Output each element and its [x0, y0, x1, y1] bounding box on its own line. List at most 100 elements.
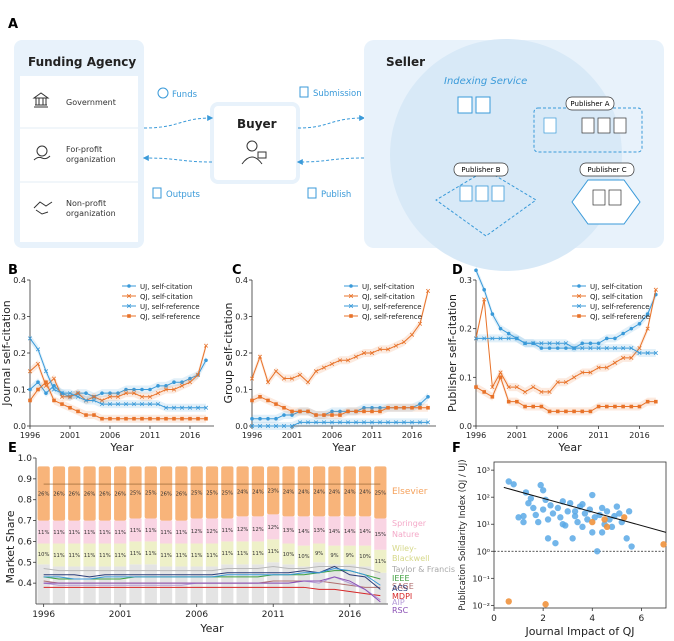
publisher-b-pill	[453, 162, 509, 177]
data-point	[539, 404, 544, 409]
data-point	[321, 365, 327, 370]
bar-elsevier	[374, 466, 387, 519]
data-point	[498, 336, 503, 341]
springer-pct: 12%	[237, 527, 249, 533]
publisher-a-pill	[565, 96, 615, 111]
data-point	[195, 372, 201, 377]
wiley-pct: 10%	[359, 554, 371, 560]
y-tick-label: 0.0	[459, 422, 472, 431]
bar-rest	[343, 564, 356, 604]
wiley-pct: 11%	[160, 553, 172, 559]
data-point	[596, 404, 601, 409]
wiley-pct: 10%	[298, 554, 310, 560]
data-point	[100, 391, 104, 395]
data-point	[490, 395, 495, 399]
data-point	[203, 405, 209, 410]
data-point	[140, 387, 144, 392]
data-point	[539, 341, 544, 346]
legend-marker	[348, 303, 354, 309]
data-point	[265, 423, 271, 429]
bar-springer	[83, 520, 96, 544]
springer-pct: 11%	[68, 530, 80, 536]
springer-pct: 11%	[130, 528, 142, 534]
data-point	[637, 350, 642, 356]
bar-rest	[328, 564, 341, 604]
x-tick-label: 2006	[322, 431, 342, 440]
bar-wiley	[68, 543, 81, 567]
data-point	[653, 287, 658, 292]
elsevier-pct: 26%	[53, 491, 65, 497]
bar-springer	[236, 516, 249, 542]
funding-item-government: Government	[66, 98, 116, 107]
springer-pct: 11%	[114, 530, 126, 536]
blue-point	[598, 504, 606, 512]
elsevier-pct: 24%	[252, 489, 264, 495]
x-tick-label: 2001	[507, 431, 527, 440]
bar-wiley	[236, 541, 249, 565]
elsevier-pct: 26%	[176, 491, 188, 497]
bar-wiley	[52, 543, 66, 567]
publisher-line	[43, 568, 381, 586]
data-point	[490, 312, 495, 316]
wiley-pct: 11%	[84, 553, 96, 559]
data-point	[555, 380, 560, 385]
publisher-label: Elsevier	[392, 487, 428, 497]
bar-rest	[358, 566, 372, 604]
x-tick-label: 2006	[548, 431, 568, 440]
legend-marker	[348, 293, 354, 299]
springer-pct: 11%	[99, 530, 111, 536]
data-point	[596, 365, 601, 370]
data-point	[131, 402, 137, 407]
series-band	[476, 285, 656, 396]
blue-point	[525, 499, 532, 507]
data-point	[645, 312, 650, 316]
bar-springer	[205, 518, 219, 544]
data-point	[124, 416, 128, 421]
data-point	[580, 346, 585, 351]
data-point	[250, 416, 254, 421]
handshake-icon	[33, 201, 53, 215]
wiley-pct: 11%	[237, 551, 249, 557]
blue-point	[571, 508, 579, 515]
bar-springer	[52, 520, 66, 544]
legend-marker	[126, 303, 132, 309]
data-point	[498, 375, 503, 380]
springer-pct: 14%	[298, 529, 310, 535]
bar-elsevier	[114, 466, 127, 521]
data-point	[353, 354, 359, 359]
data-point	[203, 343, 209, 348]
legend-label: QJ, self-citation	[590, 293, 643, 301]
data-point	[353, 420, 359, 425]
springer-pct: 14%	[359, 529, 371, 535]
data-point	[51, 376, 57, 381]
data-point	[115, 394, 121, 399]
data-point	[44, 391, 48, 395]
bar-springer	[144, 518, 157, 542]
data-point	[116, 416, 120, 421]
blue-point	[589, 491, 596, 499]
data-point	[59, 391, 65, 396]
data-point	[514, 384, 519, 390]
data-point	[654, 399, 658, 404]
elsevier-pct: 24%	[237, 489, 249, 495]
funding-agency-title: Funding Agency	[28, 55, 136, 69]
data-point	[249, 376, 255, 381]
bar-springer	[190, 518, 203, 544]
legend-marker	[577, 314, 581, 318]
data-point	[555, 409, 560, 414]
x-tick-label: 2001	[282, 431, 302, 440]
blue-point	[535, 518, 542, 526]
blue-point	[539, 487, 547, 494]
x-axis-label: Year	[331, 441, 356, 454]
series-band	[476, 373, 656, 416]
data-point	[329, 361, 335, 367]
bar-springer	[328, 516, 341, 546]
bar-springer	[282, 516, 295, 544]
data-point	[99, 398, 105, 403]
wiley-pct: 11%	[53, 553, 65, 559]
data-point	[426, 405, 430, 410]
data-point	[482, 287, 486, 292]
y-tick-label: 0.2	[235, 349, 248, 358]
bar-elsevier	[68, 466, 81, 521]
data-point	[27, 369, 33, 374]
